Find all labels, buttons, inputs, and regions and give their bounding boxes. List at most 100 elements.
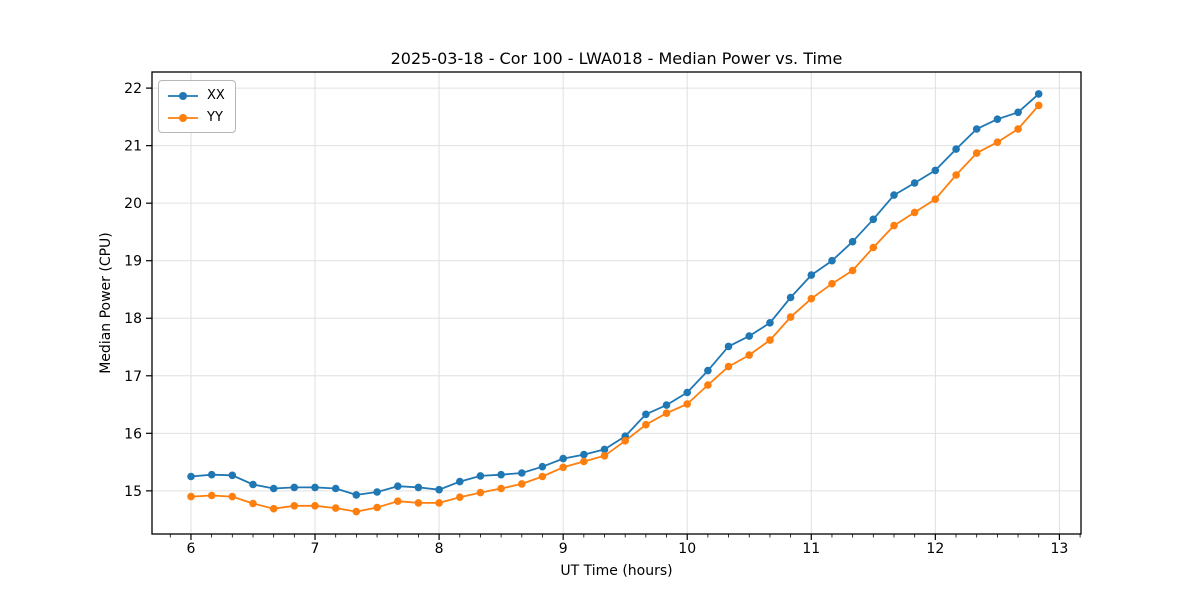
series-YY-marker [290,502,299,510]
series-YY-marker [538,472,547,481]
series-YY-marker [1034,101,1043,110]
series-YY-marker [580,457,588,466]
series-YY-marker [331,504,340,512]
series-YY-marker [869,243,878,252]
series-XX-marker [290,483,299,492]
series-XX-marker [1014,108,1022,117]
series-YY-marker [993,138,1002,146]
x-tick-label-10: 10 [678,541,696,557]
x-tick-label-12: 12 [926,541,944,557]
series-YY-marker [352,507,361,516]
series-XX-marker [848,237,857,246]
series-XX-marker [538,462,547,471]
series-XX-marker [497,470,505,479]
x-tick-label-7: 7 [311,541,320,557]
plot-border [151,71,1082,535]
series-YY-marker [311,502,319,510]
series-XX-marker [952,145,960,153]
y-tick-label-16: 16 [124,426,142,442]
series-XX-marker [662,401,671,409]
x-tick-label-11: 11 [802,541,820,557]
series-YY-marker [724,362,733,371]
series-XX-marker [394,482,402,491]
series-XX-marker [352,491,361,499]
series-XX-marker [931,166,940,175]
series-YY-marker [766,336,774,344]
series-YY-marker [910,208,919,217]
series-XX-marker [642,410,650,419]
series-YY-marker [435,499,443,507]
series-XX-marker [207,470,216,479]
series-XX-marker [476,472,485,480]
series-XX-marker [993,115,1002,123]
legend-entry-xx: XX [167,86,225,105]
chart-title: 2025-03-18 - Cor 100 - LWA018 - Median P… [390,49,843,68]
legend-label-xx: XX [207,88,225,103]
series-XX-marker [786,293,795,302]
series-XX-marker [269,484,278,493]
series-YY-marker [745,351,753,359]
series-YY-marker [497,484,505,493]
series-YY-marker [807,294,816,303]
x-tick-label-6: 6 [186,541,195,557]
series-YY-marker [890,221,898,230]
series-YY-marker [621,437,629,445]
series-XX-marker [580,450,588,459]
x-tick-label-8: 8 [435,541,444,557]
series-YY-marker [642,420,650,429]
y-tick-label-22: 22 [124,81,142,97]
series-XX-line [190,93,1040,496]
series-YY-marker [952,171,960,179]
series-YY-marker [848,266,857,275]
series-XX-marker [683,388,691,397]
series-YY-marker [476,488,485,497]
series-YY-marker [269,504,278,513]
series-XX-marker [766,319,774,327]
series-YY-marker [786,313,795,321]
series-YY-marker [456,493,464,502]
series-XX-marker [600,445,609,454]
series-XX-marker [311,483,319,492]
x-tick-label-13: 13 [1050,541,1068,557]
legend: XX YY [158,80,236,133]
series-YY-marker [972,149,981,157]
y-tick-label-17: 17 [124,369,142,385]
series-XX-marker [373,488,381,496]
series-XX-marker [559,454,567,463]
y-tick-label-15: 15 [124,484,142,500]
legend-entry-yy: YY [167,108,225,127]
x-axis-label: UT Time (hours) [560,563,673,579]
y-tick-label-20: 20 [124,196,142,212]
legend-line-sample-xx [168,91,198,100]
series-XX-marker [518,469,526,477]
series-YY-marker [662,409,671,418]
series-YY-marker [828,279,836,288]
series-XX-marker [456,477,464,486]
series-YY-marker [518,480,526,488]
series-XX-marker [869,215,878,224]
series-XX-marker [910,179,919,187]
series-XX-marker [414,483,423,492]
y-tick-label-21: 21 [124,139,142,155]
series-YY-marker [600,452,609,460]
series-XX-marker [828,256,836,265]
series-XX-marker [890,191,898,199]
series-XX-marker [435,485,443,494]
x-tick-label-9: 9 [559,541,568,557]
series-YY-marker [187,492,195,501]
series-XX-marker [972,125,981,133]
series-XX-marker [724,342,733,351]
series-YY-marker [704,381,712,389]
series-YY-marker [394,497,402,506]
legend-line-sample-yy [168,113,198,122]
y-tick-label-19: 19 [124,254,142,270]
series-YY-marker [228,492,237,501]
series-XX-marker [228,471,237,480]
legend-label-yy: YY [207,110,223,125]
series-XX-marker [745,332,753,340]
series-XX-marker [704,366,712,375]
series-YY-marker [249,499,257,508]
y-tick-label-18: 18 [124,311,142,327]
series-YY-marker [207,491,216,500]
